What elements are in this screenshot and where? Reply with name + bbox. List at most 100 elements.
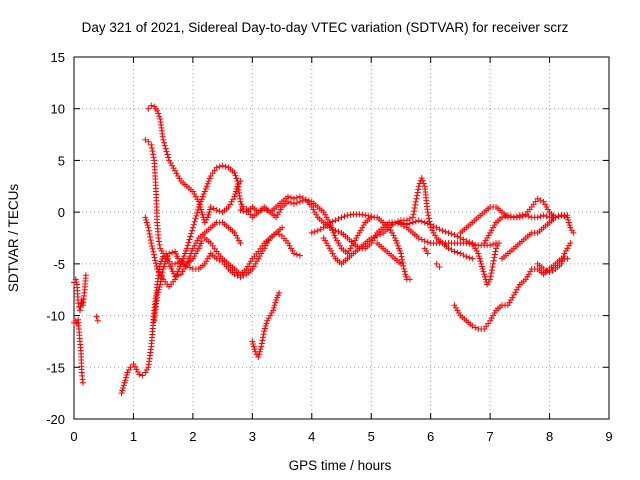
data-point [560, 253, 567, 260]
data-point [201, 260, 208, 267]
data-point [194, 237, 201, 244]
data-point [272, 299, 279, 306]
data-point [139, 372, 146, 379]
data-point [466, 239, 473, 246]
data-point [225, 203, 232, 210]
data-point [559, 255, 566, 262]
data-point [167, 160, 174, 167]
data-point [327, 222, 334, 229]
data-point [287, 199, 294, 206]
data-point [507, 213, 514, 220]
data-point [279, 224, 286, 231]
data-point [332, 217, 339, 224]
data-point [134, 368, 141, 375]
data-point [176, 175, 183, 182]
data-point [203, 258, 210, 265]
data-point [341, 213, 348, 220]
data-point [173, 170, 180, 177]
data-point [409, 214, 416, 221]
data-point [143, 366, 150, 373]
data-point [305, 197, 312, 204]
data-point [188, 230, 195, 237]
data-point [296, 193, 303, 200]
data-point [157, 245, 164, 252]
data-point [455, 309, 462, 316]
data-point [501, 213, 508, 220]
data-point [176, 266, 183, 273]
data-point [244, 263, 251, 270]
data-point [231, 229, 238, 236]
series-arc-c [93, 313, 101, 324]
data-point [335, 240, 342, 247]
series-arc-f [145, 102, 244, 226]
data-point [174, 271, 181, 278]
data-point [561, 250, 568, 257]
data-point [481, 271, 488, 278]
data-point [460, 252, 467, 259]
data-point [414, 189, 421, 196]
data-point [331, 232, 338, 239]
data-point [186, 264, 193, 271]
data-point [394, 242, 401, 249]
data-point [227, 201, 234, 208]
data-point [118, 390, 125, 397]
data-point [487, 317, 494, 324]
data-point [392, 219, 398, 226]
data-point [204, 180, 211, 187]
data-point [392, 237, 399, 244]
axis-ticks: 0 1 2 3 4 5 6 7 8 9 15 10 5 0 -5 -10 -15 -20 [46, 50, 612, 444]
data-point [485, 278, 492, 285]
data-point [256, 348, 263, 355]
data-point [185, 255, 192, 262]
data-point [232, 188, 239, 195]
data-point [430, 223, 437, 230]
data-point [490, 260, 497, 267]
data-point [153, 263, 160, 270]
data-point [234, 272, 241, 279]
data-point [267, 312, 274, 319]
data-point [287, 194, 294, 201]
data-point [329, 227, 336, 234]
x-tick-label: 0 [70, 429, 77, 444]
data-point [525, 271, 532, 278]
data-point [490, 224, 497, 231]
data-point [234, 235, 241, 241]
data-point [154, 266, 161, 273]
data-point [194, 209, 201, 216]
data-point [320, 235, 327, 241]
series-arc-t [433, 260, 443, 270]
data-point [480, 268, 487, 275]
data-point [206, 253, 213, 260]
data-point [482, 237, 489, 244]
data-point [148, 141, 155, 148]
data-point [411, 208, 418, 215]
data-point [265, 315, 272, 322]
data-point [344, 250, 351, 257]
data-point [326, 219, 333, 226]
data-point [476, 255, 483, 262]
data-point [411, 205, 418, 212]
data-point [210, 205, 217, 212]
data-point [314, 227, 321, 234]
data-point [540, 212, 547, 219]
data-point [130, 361, 137, 368]
data-point [320, 209, 327, 216]
data-point [172, 167, 179, 174]
data-point [166, 250, 173, 257]
data-point [432, 232, 439, 239]
data-point [356, 211, 363, 218]
data-point [409, 219, 416, 226]
series-arc-o [451, 255, 571, 333]
data-point [166, 157, 173, 164]
data-point [255, 255, 262, 262]
data-point [311, 209, 318, 216]
data-point [290, 195, 297, 202]
data-point [184, 242, 191, 249]
data-point [145, 224, 152, 231]
data-point [265, 237, 272, 244]
data-point [232, 232, 239, 239]
data-point [323, 240, 330, 247]
data-point [121, 379, 128, 386]
data-point [147, 233, 154, 240]
data-point [151, 254, 158, 261]
